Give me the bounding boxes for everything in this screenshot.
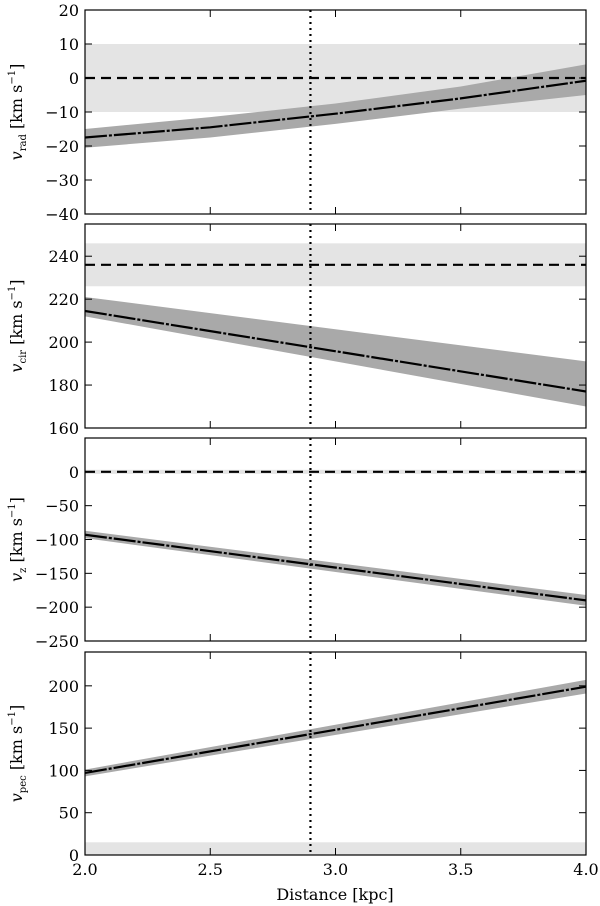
y-axis-title: vpec [km s−1] (7, 705, 29, 802)
y-tick-label: 50 (59, 804, 79, 823)
y-axis-title-end: ] (7, 705, 26, 711)
y-tick-label: −40 (45, 205, 79, 224)
panel-plot-area (85, 224, 586, 428)
y-tick-label: −150 (35, 564, 79, 583)
y-tick-label: 100 (48, 761, 79, 780)
panel-plot-area (85, 10, 586, 214)
panel-frame (84, 651, 587, 856)
y-axis-title: vcir [km s−1] (7, 279, 29, 372)
y-axis-title-sub: rad (18, 134, 29, 152)
y-tick-label: 200 (48, 333, 79, 352)
y-tick-label: −250 (35, 632, 79, 651)
y-tick-label: 0 (69, 69, 79, 88)
y-tick-label: 150 (48, 719, 79, 738)
y-tick-label: 10 (59, 35, 79, 54)
y-axis-title: vrad [km s−1] (7, 64, 29, 161)
y-axis-title-unit: [km s (7, 726, 26, 776)
y-axis-title-sup: −1 (7, 711, 18, 726)
y-axis-title-main: v (7, 573, 26, 582)
x-tick-label: 2.0 (72, 860, 97, 879)
panel-2: 160 180 200 220 240 vcir [km s−1] (7, 223, 587, 438)
panel-plot-area (85, 438, 586, 641)
y-tick-label: −10 (45, 103, 79, 122)
y-tick-label: −200 (35, 598, 79, 617)
x-axis-title: Distance [kpc] (276, 885, 393, 904)
y-axis-title-unit: [km s (7, 518, 26, 568)
y-axis-title-unit: [km s (7, 85, 26, 135)
x-tick-label: 3.5 (448, 860, 473, 879)
x-tick-label: 2.5 (198, 860, 223, 879)
y-tick-label: 0 (69, 846, 79, 865)
panel-3: −250 −200 −150 −100 −50 0 vz [km s−1] (7, 437, 587, 651)
y-axis-title-end: ] (7, 497, 26, 503)
y-tick-label: 20 (59, 1, 79, 20)
x-tick-label: 3.0 (323, 860, 348, 879)
y-axis-title-main: v (7, 793, 26, 802)
panel-4: 0 50 100 150 200 vpec [km s−1] (7, 651, 587, 865)
y-axis-title-end: ] (7, 279, 26, 285)
model-curve (85, 533, 586, 602)
y-tick-label: 180 (48, 376, 79, 395)
y-tick-label: 220 (48, 290, 79, 309)
uncertainty-band (85, 679, 586, 777)
model-curve (85, 309, 586, 393)
y-axis-title-sup: −1 (7, 70, 18, 85)
y-axis-title-sub: cir (18, 350, 29, 364)
y-tick-label: 200 (48, 677, 79, 696)
model-curve (85, 79, 586, 139)
reference-band (85, 469, 586, 474)
panel-plot-area (85, 652, 586, 855)
model-curve (85, 685, 586, 775)
panel-frame (84, 437, 587, 642)
y-tick-label: −50 (45, 497, 79, 516)
y-tick-label: 240 (48, 247, 79, 266)
y-axis-title-sup: −1 (7, 503, 18, 518)
y-tick-label: −20 (45, 137, 79, 156)
y-tick-label: 0 (69, 463, 79, 482)
y-tick-label: −30 (45, 171, 79, 190)
panel-1: −40 −30 −20 −10 0 10 20 vrad [km s−1] (7, 1, 587, 224)
y-axis-title-sup: −1 (7, 286, 18, 301)
y-axis-title: vz [km s−1] (7, 497, 29, 582)
y-tick-label: 160 (48, 419, 79, 438)
y-axis-title-end: ] (7, 64, 26, 70)
y-axis-title-main: v (7, 151, 26, 160)
y-axis-title-unit: [km s (7, 300, 26, 350)
x-tick-label: 4.0 (573, 860, 598, 879)
y-tick-label: −100 (35, 531, 79, 550)
y-axis-title-sub: z (18, 568, 29, 573)
y-axis-title-sub: pec (18, 775, 29, 793)
y-axis-title-main: v (7, 364, 26, 373)
